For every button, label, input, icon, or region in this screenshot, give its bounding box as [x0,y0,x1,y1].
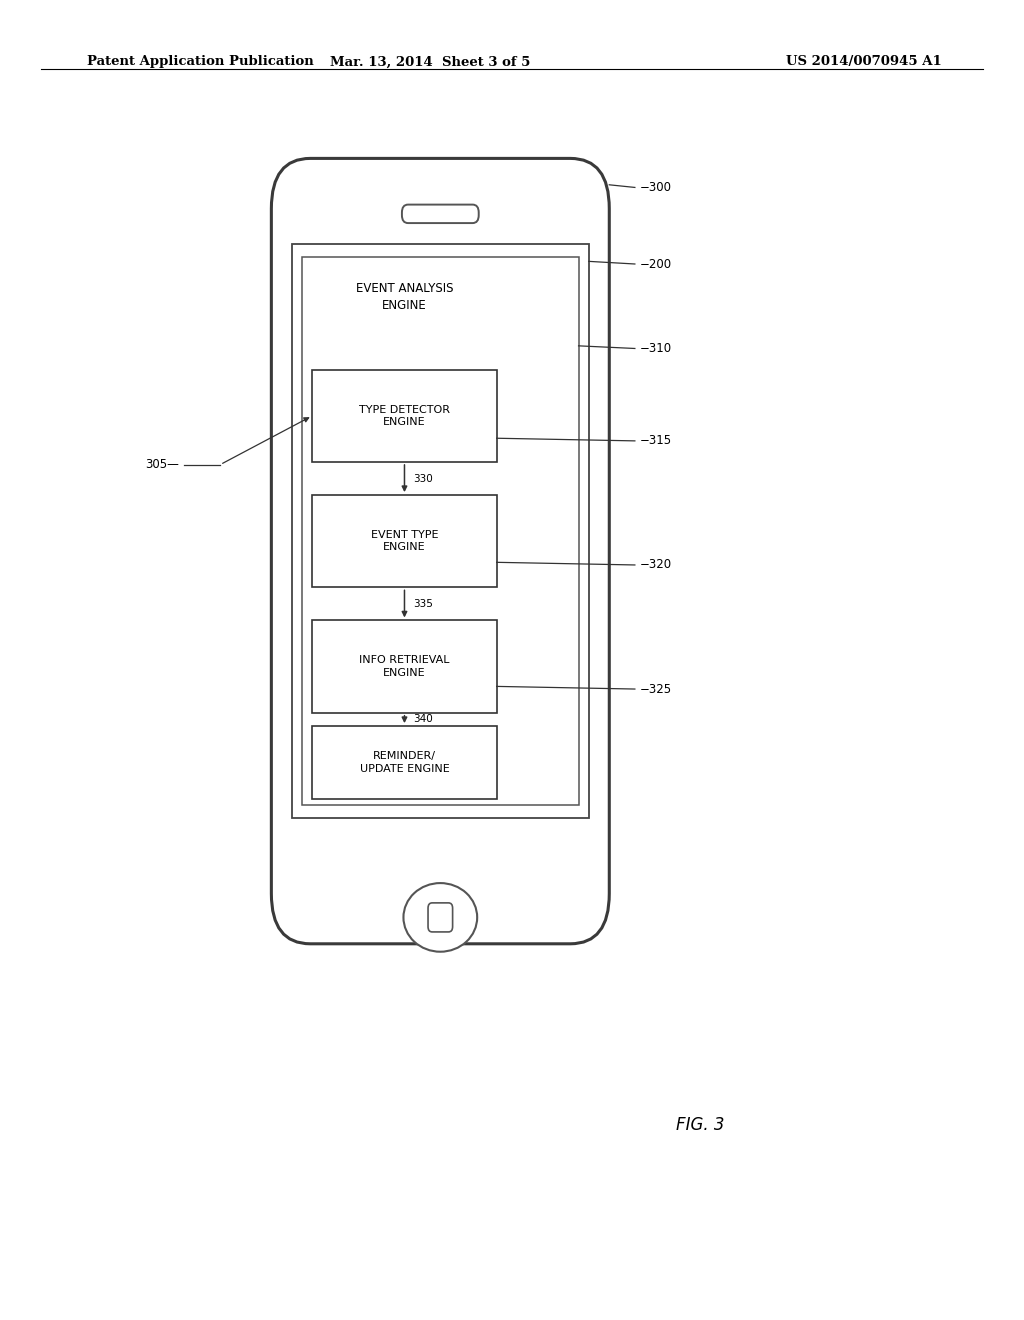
Bar [312,620,497,713]
Text: −320: −320 [640,558,672,572]
Text: −325: −325 [640,682,672,696]
Text: INFO RETRIEVAL
ENGINE: INFO RETRIEVAL ENGINE [359,656,450,677]
Bar [312,726,497,799]
Text: US 2014/0070945 A1: US 2014/0070945 A1 [786,55,942,69]
Ellipse shape [403,883,477,952]
Bar [312,495,497,587]
Text: FIG. 3: FIG. 3 [676,1115,724,1134]
Text: 335: 335 [413,599,432,609]
FancyBboxPatch shape [271,158,609,944]
Text: 305—: 305— [145,458,179,471]
Bar [302,257,579,805]
FancyBboxPatch shape [401,205,479,223]
Text: Mar. 13, 2014  Sheet 3 of 5: Mar. 13, 2014 Sheet 3 of 5 [330,55,530,69]
Text: −310: −310 [640,342,672,355]
Bar [312,370,497,462]
Text: Patent Application Publication: Patent Application Publication [87,55,313,69]
Text: −300: −300 [640,181,672,194]
Text: 340: 340 [413,714,432,725]
Text: −315: −315 [640,434,672,447]
Text: EVENT TYPE
ENGINE: EVENT TYPE ENGINE [371,531,438,552]
Text: 330: 330 [413,474,432,483]
Text: −200: −200 [640,257,672,271]
FancyBboxPatch shape [428,903,453,932]
Bar [292,244,589,818]
Text: EVENT ANALYSIS
ENGINE: EVENT ANALYSIS ENGINE [355,282,454,312]
Text: TYPE DETECTOR
ENGINE: TYPE DETECTOR ENGINE [359,405,450,426]
Text: REMINDER/
UPDATE ENGINE: REMINDER/ UPDATE ENGINE [359,751,450,774]
